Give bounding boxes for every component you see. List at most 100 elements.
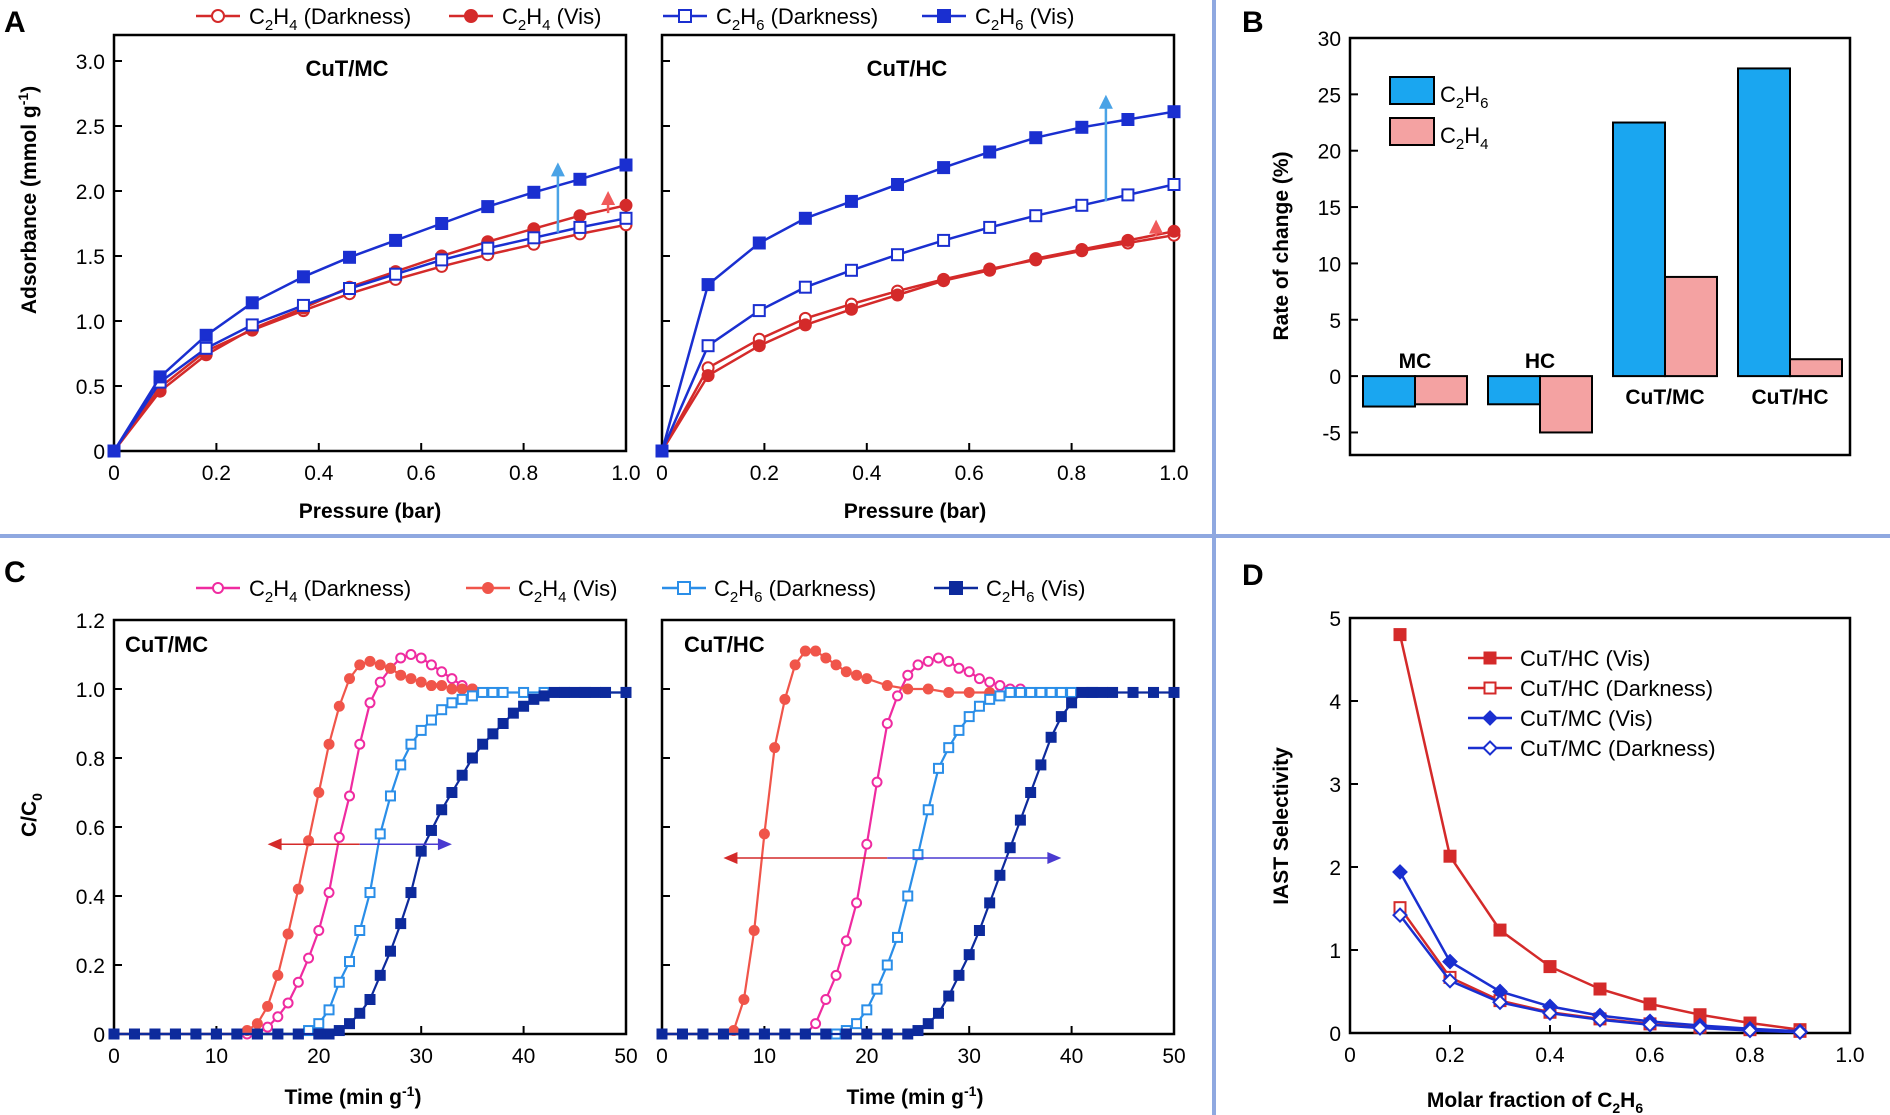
data-point: [983, 220, 997, 234]
data-point: [912, 1025, 924, 1037]
series-line-C1-2: [114, 691, 626, 1036]
data-point: [518, 700, 530, 712]
x-tick-label: 0.6: [955, 462, 984, 485]
x-tick-label: 50: [1162, 1045, 1185, 1068]
data-point: [738, 1028, 750, 1040]
data-point: [840, 666, 852, 678]
legend-d-label: CuT/MC (Vis): [1520, 706, 1653, 731]
x-tick-label: 20: [855, 1045, 878, 1068]
data-point: [1055, 686, 1067, 698]
y-tick-label: 1.5: [76, 246, 105, 269]
data-point: [1121, 233, 1135, 247]
xlabel-panel-c1: Time (min g-1): [285, 1083, 422, 1109]
data-point: [953, 724, 965, 736]
data-point: [973, 700, 985, 712]
data-point: [1025, 686, 1037, 698]
legend-panel-b: C2H6 C2H4: [1389, 76, 1488, 153]
data-point: [262, 1021, 274, 1033]
data-point: [569, 686, 581, 698]
legend-a-c2h6-vis: C2H6 (Vis): [922, 4, 1074, 34]
data-point: [108, 1028, 120, 1040]
data-point: [1075, 243, 1089, 256]
data-point: [405, 887, 417, 899]
panel-label-d: D: [1242, 559, 1264, 592]
data-point: [932, 1007, 944, 1019]
data-point: [943, 655, 955, 667]
svg-text:C2H6 (Darkness): C2H6 (Darkness): [716, 4, 878, 34]
bar-c2h4: [1789, 358, 1843, 378]
data-point: [912, 849, 924, 861]
data-point: [354, 1007, 366, 1019]
data-point: [481, 241, 495, 255]
data-point: [456, 683, 468, 695]
data-point: [1443, 849, 1457, 863]
data-point: [343, 282, 357, 295]
svg-text:C2H6 (Vis): C2H6 (Vis): [975, 4, 1074, 34]
legend-panel-a: C2H4 (Darkness) C2H4 (Vis) C2H6 (Darknes…: [196, 4, 1074, 34]
bar-c2h4: [1414, 375, 1468, 406]
category-label: CuT/MC: [1625, 386, 1704, 409]
x-tick-label: 0: [108, 462, 120, 485]
data-point: [1076, 686, 1088, 698]
data-point: [701, 369, 715, 383]
data-point: [891, 288, 905, 302]
data-point: [994, 690, 1006, 702]
data-point: [415, 845, 427, 857]
data-point: [1075, 198, 1089, 212]
category-label: CuT/HC: [1752, 386, 1829, 409]
data-point: [1492, 994, 1508, 1011]
data-point: [481, 200, 495, 214]
data-point: [573, 209, 587, 223]
data-point: [1014, 814, 1026, 826]
data-point: [527, 185, 541, 199]
data-point: [435, 217, 449, 230]
data-point: [128, 1028, 140, 1040]
data-point: [820, 1028, 832, 1040]
x-tick-label: 1.0: [611, 462, 640, 485]
data-point: [487, 728, 499, 740]
legend-d-label: CuT/HC (Vis): [1520, 646, 1650, 671]
data-point: [436, 704, 448, 716]
series-line-A1-1: [113, 204, 627, 452]
data-point: [851, 669, 863, 681]
legend-d-marker: [1482, 710, 1498, 726]
svg-text:C2H4: C2H4: [1440, 123, 1488, 153]
legend-b-c2h6: C2H6: [1389, 76, 1488, 112]
data-point: [881, 1028, 893, 1040]
data-point: [1066, 686, 1078, 698]
x-tick-label: 0: [108, 1045, 120, 1068]
data-point: [798, 280, 812, 294]
y-tick-label: 20: [1318, 141, 1341, 164]
data-point: [292, 1028, 304, 1040]
data-point: [1086, 686, 1098, 698]
data-point: [466, 690, 478, 702]
data-point: [1025, 787, 1037, 798]
data-point: [656, 1028, 668, 1040]
data-point: [851, 897, 863, 909]
series-line-C2-1: [662, 649, 1052, 1036]
data-point: [272, 1028, 284, 1040]
data-point: [169, 1028, 181, 1040]
data-point: [344, 673, 356, 685]
series-line-C2-0: [662, 656, 1041, 1036]
x-tick-label: 0.6: [407, 462, 436, 485]
y-tick-label: 1: [1329, 940, 1341, 963]
data-point: [245, 318, 259, 332]
plot-frame-B: [1348, 36, 1852, 457]
data-point: [415, 676, 427, 688]
data-point: [1643, 997, 1657, 1011]
data-point: [395, 918, 407, 930]
data-point: [984, 693, 996, 705]
data-point: [922, 655, 934, 667]
series-line-A1-0: [112, 223, 627, 452]
series-line-C2-3: [662, 691, 1174, 1036]
data-point: [902, 890, 914, 902]
change-arrow-head: [601, 191, 616, 205]
data-point: [579, 686, 591, 698]
xlabel-panel-d: Molar fraction of C2H6: [1427, 1089, 1643, 1115]
x-tick-label: 30: [958, 1045, 981, 1068]
legend-d-marker: [1483, 651, 1497, 665]
data-point: [973, 673, 985, 685]
data-point: [436, 804, 448, 816]
shift-arrow-right-head: [1047, 852, 1062, 865]
